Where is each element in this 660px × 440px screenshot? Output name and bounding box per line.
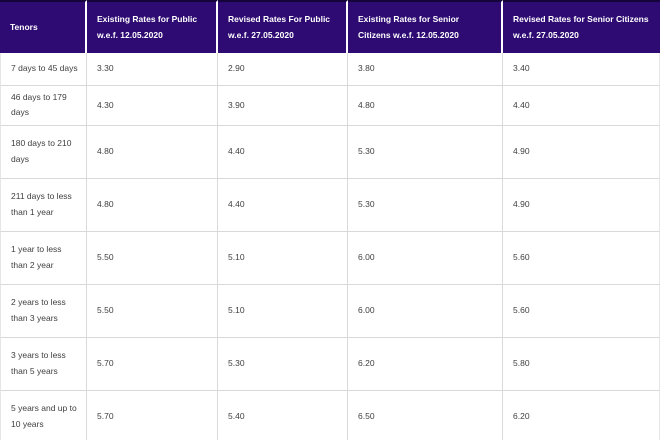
rate-cell: 5.30 [218,337,348,391]
rate-cell: 4.40 [503,86,660,126]
col-header-revised-senior: Revised Rates for Senior Citizens w.e.f.… [503,0,660,53]
rate-cell: 3.40 [503,53,660,86]
rate-cell: 5.60 [503,284,660,338]
rate-cell: 5.40 [218,390,348,440]
table-row: 46 days to 179 days 4.30 3.90 4.80 4.40 [0,86,660,126]
col-header-existing-public: Existing Rates for Public w.e.f. 12.05.2… [87,0,218,53]
rate-cell: 5.50 [87,284,218,338]
table-row: 2 years to less than 3 years 5.50 5.10 6… [0,284,660,338]
rate-cell: 6.00 [348,231,503,285]
table-row: 3 years to less than 5 years 5.70 5.30 6… [0,337,660,391]
table-row: 5 years and up to 10 years 5.70 5.40 6.5… [0,390,660,440]
rate-cell: 6.20 [348,337,503,391]
rate-cell: 6.00 [348,284,503,338]
tenor-cell: 2 years to less than 3 years [0,284,87,338]
rate-cell: 5.70 [87,390,218,440]
rate-cell: 4.80 [87,125,218,179]
rate-cell: 5.30 [348,125,503,179]
rate-cell: 3.30 [87,53,218,86]
rate-cell: 4.90 [503,178,660,232]
rate-cell: 5.80 [503,337,660,391]
rate-cell: 5.50 [87,231,218,285]
rate-cell: 4.80 [87,178,218,232]
rate-cell: 3.80 [348,53,503,86]
table-row: 180 days to 210 days 4.80 4.40 5.30 4.90 [0,125,660,179]
rate-cell: 6.20 [503,390,660,440]
rate-cell: 4.40 [218,125,348,179]
rate-cell: 2.90 [218,53,348,86]
tenor-cell: 7 days to 45 days [0,53,87,86]
col-header-revised-public: Revised Rates For Public w.e.f. 27.05.20… [218,0,348,53]
tenor-cell: 5 years and up to 10 years [0,390,87,440]
rate-cell: 5.30 [348,178,503,232]
rate-cell: 5.60 [503,231,660,285]
header-row: Tenors Existing Rates for Public w.e.f. … [0,0,660,53]
table-row: 7 days to 45 days 3.30 2.90 3.80 3.40 [0,53,660,86]
col-header-tenors: Tenors [0,0,87,53]
rate-cell: 4.90 [503,125,660,179]
tenor-cell: 46 days to 179 days [0,86,87,126]
rate-cell: 5.10 [218,284,348,338]
rate-cell: 6.50 [348,390,503,440]
table-row: 211 days to less than 1 year 4.80 4.40 5… [0,178,660,232]
tenor-cell: 211 days to less than 1 year [0,178,87,232]
rate-cell: 4.80 [348,86,503,126]
rate-cell: 4.30 [87,86,218,126]
rate-cell: 5.70 [87,337,218,391]
rate-cell: 3.90 [218,86,348,126]
rate-cell: 4.40 [218,178,348,232]
col-header-existing-senior: Existing Rates for Senior Citizens w.e.f… [348,0,503,53]
tenor-cell: 3 years to less than 5 years [0,337,87,391]
table-row: 1 year to less than 2 year 5.50 5.10 6.0… [0,231,660,285]
tenor-cell: 180 days to 210 days [0,125,87,179]
rate-cell: 5.10 [218,231,348,285]
tenor-cell: 1 year to less than 2 year [0,231,87,285]
